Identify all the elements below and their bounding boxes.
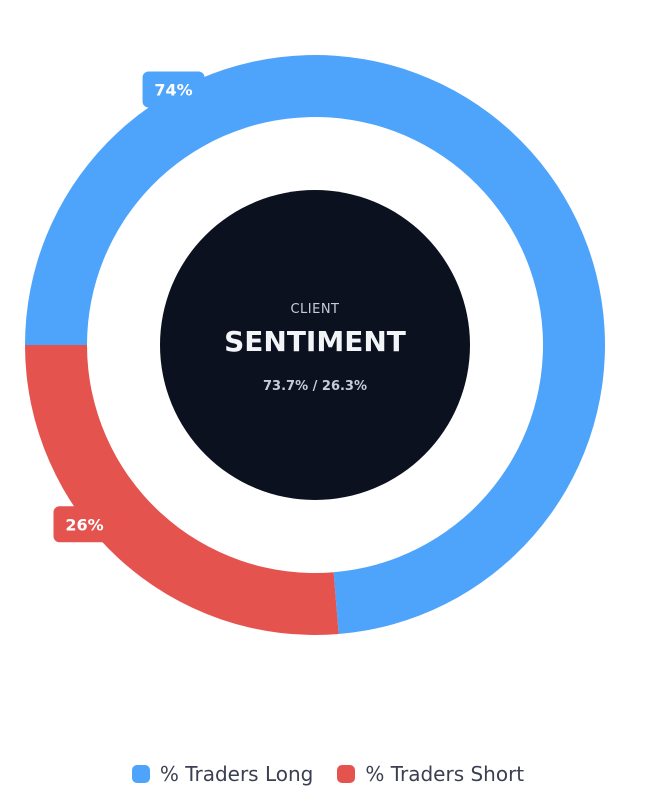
legend-label-short: % Traders Short [365,762,525,786]
data-label-text-long: 74% [154,81,192,100]
center-ratio: 73.7% / 26.3% [263,379,367,394]
legend-label-long: % Traders Long [159,762,314,786]
data-label-box-long [142,71,205,108]
data-label-text-short: 26% [65,515,103,534]
slice-short[interactable] [25,345,339,635]
legend-swatch-long [131,765,150,783]
data-label-short: 26% [53,506,116,543]
center-overline: CLIENT [290,302,339,317]
center-title: SENTIMENT [224,325,406,358]
data-label-box-short [53,506,116,543]
legend-item-short[interactable]: % Traders Short [337,762,524,786]
legend-item-long[interactable]: % Traders Long [131,762,314,786]
chart-legend: % Traders Long % Traders Short [0,762,656,786]
donut-svg: CLIENT SENTIMENT 73.7% / 26.3% 74% 26% [25,55,605,635]
data-label-long: 74% [142,71,205,108]
center-disc [160,190,470,500]
legend-swatch-short [337,765,356,783]
